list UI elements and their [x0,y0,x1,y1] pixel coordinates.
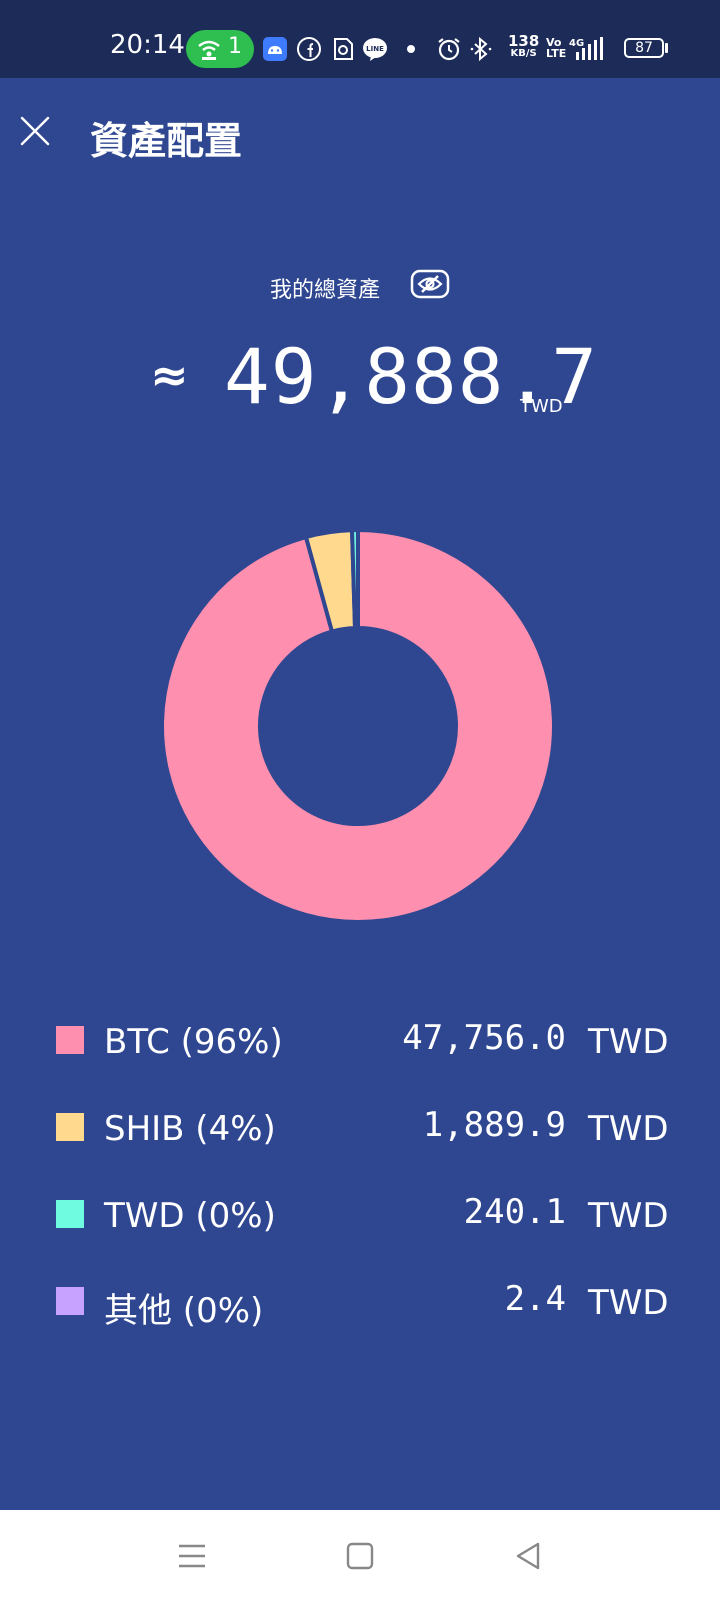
status-bar: 20:14 1 LINE [0,0,720,78]
network-speed-unit: KB/S [510,48,537,59]
asset-allocation-chart [160,527,556,924]
legend-value: 47,756.0 [402,1018,566,1058]
total-assets-unit: TWD [520,396,563,417]
sticker-icon [334,38,353,60]
legend-value: 240.1 [463,1192,566,1232]
legend-unit: TWD [588,1283,669,1323]
navigation-bar [0,1510,720,1600]
battery-icon: 87 [624,38,664,58]
line-icon: LINE [363,38,387,61]
legend-unit: TWD [588,1196,669,1236]
dot-icon [407,45,415,53]
legend-label: SHIB (4%) [104,1109,276,1149]
legend-item: 其他 (0%) 2.4 TWD [0,1273,720,1333]
legend-unit: TWD [588,1109,669,1149]
legend-label: 其他 (0%) [104,1291,264,1331]
legend-swatch [56,1287,84,1315]
back-icon[interactable] [508,1538,548,1574]
network-speed: 138 KB/S [508,32,540,60]
legend-value: 2.4 [504,1279,566,1319]
signal-4g-icon: 4G [569,37,603,60]
legend-swatch [56,1200,84,1228]
menu-icon[interactable] [172,1538,212,1574]
total-assets-value: 49,888.7 [224,332,599,421]
legend-label: BTC (96%) [104,1022,283,1062]
total-assets-label: 我的總資產 [270,278,381,303]
hotspot-pill [186,30,254,68]
alarm-icon [438,38,460,61]
legend-swatch [56,1113,84,1141]
legend-item: TWD (0%) 240.1 TWD [0,1186,720,1246]
hotspot-icon [198,40,220,60]
donut-slice-twd [349,527,360,631]
approx-symbol: ≈ [150,348,189,402]
android-icon [263,37,287,61]
facebook-icon [297,37,321,61]
legend-value: 1,889.9 [422,1105,566,1145]
page-title: 資產配置 [90,119,243,163]
legend-item: BTC (96%) 47,756.0 TWD [0,1012,720,1072]
svg-text:LINE: LINE [366,45,384,53]
eye-off-icon[interactable] [410,268,450,300]
legend-label: TWD (0%) [104,1196,276,1236]
home-icon[interactable] [340,1538,380,1574]
svg-text:4G: 4G [569,38,584,49]
donut-slice-btc [160,527,556,924]
hotspot-count: 1 [228,34,242,59]
network-speed-value: 138 [508,32,540,50]
volte-indicator: Vo LTE [546,36,567,60]
close-icon[interactable] [18,114,52,148]
legend-swatch [56,1026,84,1054]
battery-tip [665,43,668,53]
bluetooth-icon [470,36,492,62]
legend-item: SHIB (4%) 1,889.9 TWD [0,1099,720,1159]
legend-unit: TWD [588,1022,669,1062]
status-time: 20:14 [110,30,185,60]
